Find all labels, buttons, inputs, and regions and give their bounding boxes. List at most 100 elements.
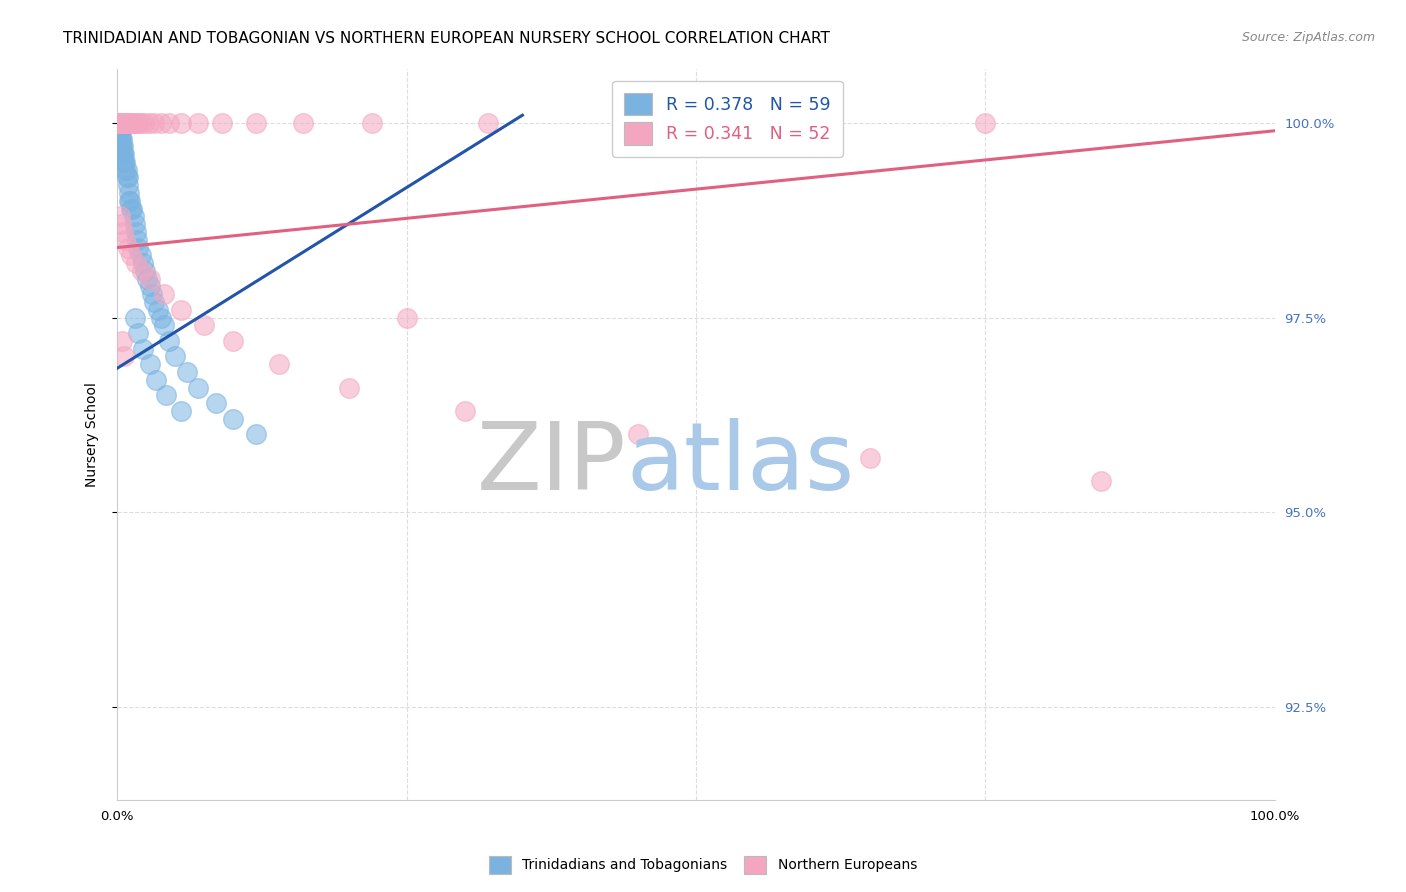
Text: atlas: atlas bbox=[627, 417, 855, 509]
Point bbox=[108, 147, 131, 161]
Point bbox=[141, 287, 163, 301]
Point bbox=[108, 139, 131, 153]
Legend: Trinidadians and Tobagonians, Northern Europeans: Trinidadians and Tobagonians, Northern E… bbox=[482, 849, 924, 880]
Text: ZIP: ZIP bbox=[477, 417, 627, 509]
Point bbox=[117, 178, 139, 193]
Point bbox=[114, 162, 136, 177]
Point bbox=[127, 116, 149, 130]
Point bbox=[112, 350, 135, 364]
Point bbox=[108, 131, 131, 145]
Point bbox=[269, 357, 291, 371]
Point bbox=[138, 116, 160, 130]
Point bbox=[120, 248, 142, 262]
Point bbox=[165, 350, 187, 364]
Point bbox=[110, 139, 132, 153]
Point bbox=[117, 170, 139, 185]
Point bbox=[107, 116, 129, 130]
Point bbox=[112, 147, 135, 161]
Point bbox=[118, 186, 141, 200]
Point bbox=[1090, 474, 1112, 488]
Point bbox=[132, 116, 155, 130]
Point bbox=[159, 116, 181, 130]
Point bbox=[858, 450, 880, 465]
Point bbox=[111, 147, 134, 161]
Point bbox=[114, 155, 136, 169]
Point bbox=[112, 116, 135, 130]
Point bbox=[117, 240, 139, 254]
Point bbox=[120, 194, 142, 208]
Point bbox=[120, 116, 142, 130]
Point bbox=[111, 116, 134, 130]
Point bbox=[129, 116, 152, 130]
Point bbox=[395, 310, 418, 325]
Point bbox=[170, 404, 193, 418]
Point bbox=[110, 116, 132, 130]
Point bbox=[152, 318, 174, 333]
Point bbox=[117, 116, 139, 130]
Point bbox=[114, 233, 136, 247]
Point bbox=[150, 310, 173, 325]
Point bbox=[685, 116, 707, 130]
Point bbox=[112, 116, 135, 130]
Point bbox=[145, 373, 167, 387]
Point bbox=[108, 116, 131, 130]
Point bbox=[143, 295, 166, 310]
Point bbox=[124, 310, 146, 325]
Text: Source: ZipAtlas.com: Source: ZipAtlas.com bbox=[1241, 31, 1375, 45]
Point bbox=[222, 334, 245, 348]
Point bbox=[291, 116, 314, 130]
Point bbox=[107, 131, 129, 145]
Legend: R = 0.378   N = 59, R = 0.341   N = 52: R = 0.378 N = 59, R = 0.341 N = 52 bbox=[612, 81, 842, 157]
Point bbox=[974, 116, 997, 130]
Point bbox=[111, 334, 134, 348]
Point bbox=[125, 256, 148, 270]
Point bbox=[132, 256, 155, 270]
Point bbox=[131, 264, 153, 278]
Point bbox=[134, 264, 156, 278]
Point bbox=[111, 139, 134, 153]
Point bbox=[245, 427, 267, 442]
Point bbox=[122, 116, 145, 130]
Point bbox=[118, 116, 141, 130]
Point bbox=[159, 334, 181, 348]
Point bbox=[120, 116, 142, 130]
Point bbox=[170, 116, 193, 130]
Point bbox=[115, 170, 138, 185]
Point bbox=[110, 124, 132, 138]
Point bbox=[115, 116, 138, 130]
Point bbox=[139, 357, 162, 371]
Point bbox=[361, 116, 384, 130]
Point bbox=[132, 342, 155, 356]
Point bbox=[107, 139, 129, 153]
Point bbox=[139, 271, 162, 285]
Point bbox=[222, 411, 245, 425]
Point bbox=[170, 302, 193, 317]
Point bbox=[112, 147, 135, 161]
Point bbox=[337, 381, 360, 395]
Point bbox=[245, 116, 267, 130]
Point bbox=[118, 194, 141, 208]
Point bbox=[124, 217, 146, 231]
Point bbox=[627, 427, 650, 442]
Point bbox=[112, 155, 135, 169]
Point bbox=[129, 248, 152, 262]
Point bbox=[125, 225, 148, 239]
Point bbox=[204, 396, 226, 410]
Point bbox=[187, 116, 209, 130]
Point bbox=[112, 225, 135, 239]
Point bbox=[143, 116, 166, 130]
Point bbox=[110, 131, 132, 145]
Point bbox=[114, 116, 136, 130]
Point bbox=[139, 279, 162, 293]
Point bbox=[155, 388, 177, 402]
Point bbox=[120, 202, 142, 216]
Point bbox=[112, 139, 135, 153]
Point bbox=[152, 287, 174, 301]
Point bbox=[477, 116, 499, 130]
Point bbox=[122, 210, 145, 224]
Point bbox=[107, 124, 129, 138]
Point bbox=[110, 217, 132, 231]
Y-axis label: Nursery School: Nursery School bbox=[86, 382, 100, 487]
Point bbox=[125, 116, 148, 130]
Point bbox=[108, 210, 131, 224]
